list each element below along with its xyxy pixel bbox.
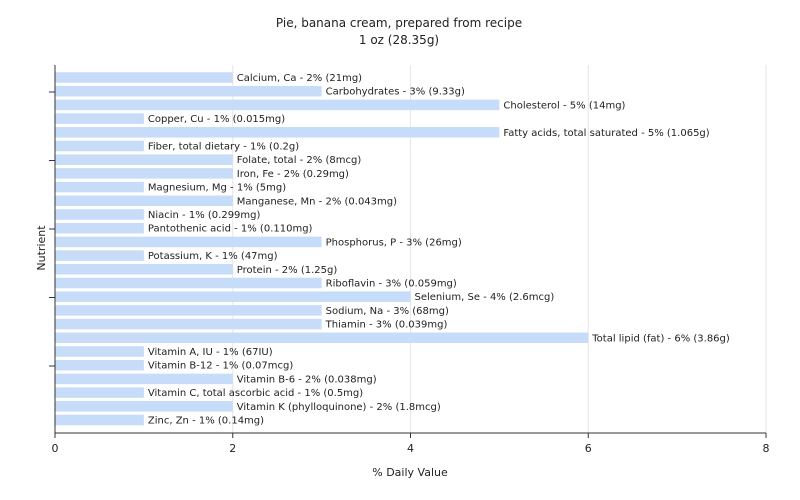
x-tick-label: 4: [407, 442, 414, 455]
x-tick-label: 2: [229, 442, 236, 455]
bar-data-label: Sodium, Na - 3% (68mg): [326, 306, 449, 317]
x-tick-label: 8: [763, 442, 770, 455]
bar-data-label: Potassium, K - 1% (47mg): [148, 251, 278, 262]
bar: [55, 154, 233, 165]
bar-data-label: Carbohydrates - 3% (9.33g): [326, 87, 465, 98]
bar: [55, 209, 144, 220]
x-axis-title: % Daily Value: [372, 466, 448, 479]
bar: [55, 72, 233, 83]
bar: [55, 250, 144, 261]
bar: [55, 127, 500, 138]
bar-data-label: Calcium, Ca - 2% (21mg): [237, 73, 362, 84]
bar: [55, 414, 144, 426]
bar-data-label: Riboflavin - 3% (0.059mg): [326, 279, 457, 290]
bar-data-label: Zinc, Zn - 1% (0.14mg): [148, 416, 264, 427]
bar: [55, 401, 233, 412]
bar: [55, 195, 233, 207]
bar: [55, 332, 589, 344]
bar-data-label: Protein - 2% (1.25g): [237, 265, 338, 276]
bar: [55, 168, 233, 179]
bar-data-label: Manganese, Mn - 2% (0.043mg): [237, 196, 397, 207]
bar-data-label: Vitamin B-6 - 2% (0.038mg): [237, 374, 377, 385]
bar: [55, 113, 144, 124]
bar: [55, 140, 144, 152]
bar: [55, 373, 233, 385]
bar-data-label: Vitamin B-12 - 1% (0.07mcg): [148, 361, 293, 372]
bar-data-label: Pantothenic acid - 1% (0.110mg): [148, 224, 313, 235]
bar-data-label: Cholesterol - 5% (14mg): [503, 100, 625, 111]
bar-data-label: Magnesium, Mg - 1% (5mg): [148, 183, 286, 194]
bar: [55, 236, 322, 248]
chart-title: Pie, banana cream, prepared from recipe: [276, 16, 522, 30]
bar-data-label: Total lipid (fat) - 6% (3.86g): [591, 333, 730, 344]
bar-data-label: Niacin - 1% (0.299mg): [148, 210, 261, 221]
bar-data-label: Thiamin - 3% (0.039mg): [325, 320, 448, 331]
bar-data-label: Phosphorus, P - 3% (26mg): [326, 237, 462, 248]
x-tick-label: 0: [52, 442, 59, 455]
gridlines: [232, 65, 767, 433]
bar-data-label: Vitamin C, total ascorbic acid - 1% (0.5…: [148, 388, 363, 399]
bar-data-label: Vitamin A, IU - 1% (67IU): [148, 347, 273, 358]
bar: [55, 181, 144, 193]
x-ticks: 0 2 4 6 8: [52, 433, 770, 455]
bar: [55, 99, 500, 111]
bar: [55, 264, 233, 275]
bar: [55, 346, 144, 357]
y-axis-title: Nutrient: [35, 225, 48, 271]
bar: [55, 291, 411, 302]
bar: [55, 277, 322, 289]
x-tick-label: 6: [585, 442, 592, 455]
bar-data-label: Iron, Fe - 2% (0.29mg): [237, 169, 349, 180]
bar-data-label: Copper, Cu - 1% (0.015mg): [148, 114, 285, 125]
bars: [55, 72, 589, 426]
chart-subtitle: 1 oz (28.35g): [359, 33, 439, 47]
bar-data-label: Fatty acids, total saturated - 5% (1.065…: [503, 128, 709, 139]
bar: [55, 359, 144, 371]
bar-data-label: Fiber, total dietary - 1% (0.2g): [148, 142, 299, 153]
bar: [55, 318, 322, 330]
bar-data-label: Folate, total - 2% (8mcg): [237, 155, 362, 166]
bar: [55, 305, 322, 316]
bar-labels: Calcium, Ca - 2% (21mg) Carbohydrates - 3…: [148, 73, 730, 427]
bar-data-label: Selenium, Se - 4% (2.6mcg): [415, 292, 555, 303]
bar: [55, 387, 144, 398]
bar: [55, 85, 322, 97]
bar-data-label: Vitamin K (phylloquinone) - 2% (1.8mcg): [237, 402, 441, 413]
bar: [55, 222, 144, 234]
